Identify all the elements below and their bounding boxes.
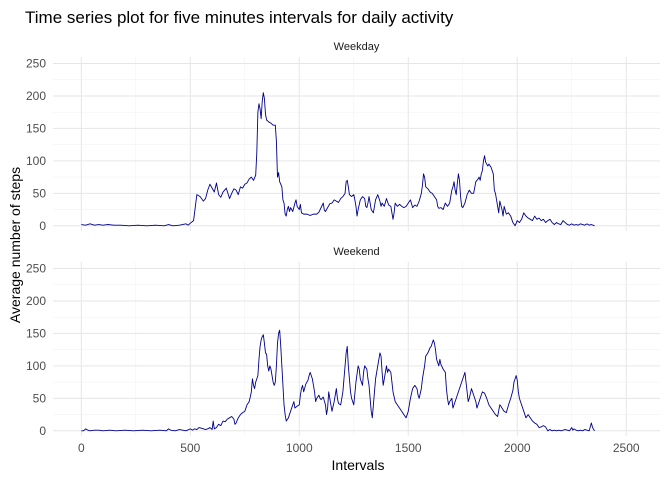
x-tick-label: 1500 — [395, 441, 422, 455]
y-tick-label: 50 — [33, 391, 47, 405]
y-tick-label: 150 — [26, 121, 46, 135]
x-tick-label: 0 — [78, 441, 85, 455]
y-axis-label: Average number of steps — [7, 167, 23, 323]
series-line-weekend — [81, 329, 595, 432]
y-tick-label: 50 — [33, 186, 47, 200]
y-tick-label: 150 — [26, 326, 46, 340]
facet-panel-weekend: Weekend 0 50 100 150 200 250 — [26, 246, 660, 438]
y-tick-label: 250 — [26, 261, 46, 275]
x-tick-label: 2500 — [613, 441, 640, 455]
facet-panel-weekday: Weekday 0 50 100 150 200 250 — [26, 41, 660, 233]
facet-panels: Weekday 0 50 100 150 200 250 Weekend 0 50 100 150 20… — [26, 41, 660, 455]
y-tick-label: 200 — [26, 294, 46, 308]
y-tick-label: 250 — [26, 56, 46, 70]
y-tick-label: 200 — [26, 89, 46, 103]
y-tick-label: 100 — [26, 154, 46, 168]
y-tick-label: 0 — [39, 424, 46, 438]
x-tick-label: 1000 — [286, 441, 313, 455]
facet-strip-label: Weekday — [334, 41, 380, 53]
x-tick-label: 500 — [180, 441, 200, 455]
facet-strip-label: Weekend — [333, 246, 379, 258]
y-tick-label: 100 — [26, 359, 46, 373]
y-tick-label: 0 — [39, 219, 46, 233]
series-line-weekday — [81, 92, 595, 227]
x-axis-label: Intervals — [332, 457, 385, 473]
x-tick-label: 2000 — [504, 441, 531, 455]
chart-title: Time series plot for five minutes interv… — [25, 8, 454, 27]
